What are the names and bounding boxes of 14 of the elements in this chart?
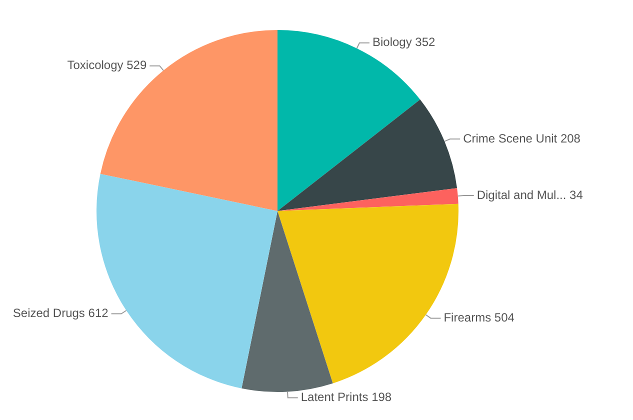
data-label: 504 [494, 310, 515, 324]
data-label: 34 [570, 188, 584, 202]
data-label: 529 [126, 58, 147, 72]
data-label: 208 [560, 131, 581, 146]
slice-label: Seized Drugs [12, 306, 85, 320]
slice-label: Biology [372, 35, 412, 50]
data-label: 198 [372, 390, 392, 404]
data-label: 352 [415, 35, 436, 50]
slice-label: Latent Prints [300, 390, 368, 404]
data-label: 612 [88, 306, 109, 320]
slice-label: Toxicology [67, 58, 124, 72]
slice-label: Crime Scene Unit [463, 131, 558, 146]
slice-label: Digital and Mul... [476, 188, 566, 202]
slice-label: Firearms [444, 310, 492, 324]
